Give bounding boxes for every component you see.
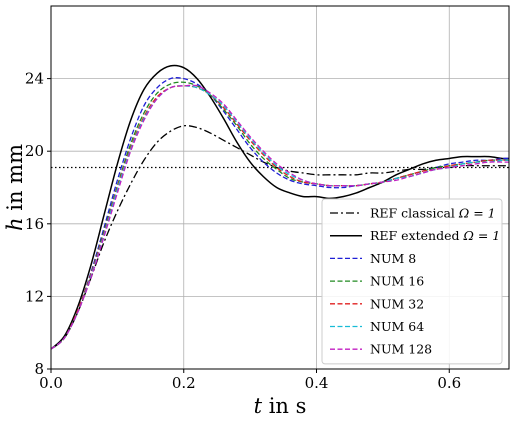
- plot-frame: [50, 5, 510, 370]
- legend-label: NUM 8: [370, 251, 416, 266]
- legend-box: [321, 198, 503, 365]
- series-layer: [50, 64, 510, 350]
- legend-label-text: NUM 8: [370, 251, 416, 266]
- y-tick-label: 20: [25, 142, 44, 160]
- legend-label-text: NUM 64: [370, 319, 424, 334]
- series-line: [50, 84, 509, 350]
- legend-label-text: REF extended: [370, 228, 463, 243]
- axis-ticks: 0.0 0.2 0.4 0.6 8 12 16 20 24: [25, 70, 461, 392]
- legend-label: NUM 32: [370, 296, 424, 311]
- legend-label: NUM 64: [370, 319, 424, 334]
- x-axis-label: t in s: [254, 394, 307, 418]
- series-line: [50, 77, 510, 350]
- y-axis-variable: h: [3, 217, 27, 231]
- legend-label-text: NUM 16: [370, 274, 424, 289]
- legend-label-text: NUM 32: [370, 296, 424, 311]
- legend-label-text: REF classical: [370, 206, 459, 221]
- legend-label-math: Ω = 1: [458, 206, 496, 221]
- y-axis-unit: in mm: [3, 144, 27, 218]
- series-line: [50, 81, 509, 350]
- y-tick-label: 24: [25, 70, 44, 88]
- y-tick-label: 12: [25, 287, 44, 305]
- legend-label-math: Ω = 1: [462, 228, 500, 243]
- series-line: [50, 85, 509, 350]
- series-line: [50, 64, 510, 350]
- legend-label: REF extended Ω = 1: [370, 228, 500, 243]
- x-tick-label: 0.2: [172, 374, 196, 392]
- x-axis-unit: in s: [262, 394, 306, 418]
- x-tick-label: 0.4: [305, 374, 329, 392]
- y-tick-label: 16: [25, 215, 44, 233]
- legend-label: NUM 128: [370, 342, 432, 357]
- x-tick-label: 0.0: [39, 374, 63, 392]
- legend-label: REF classical Ω = 1: [370, 206, 496, 221]
- y-axis-label: h in mm: [3, 144, 27, 231]
- legend-label: NUM 16: [370, 274, 424, 289]
- legend-label-text: NUM 128: [370, 342, 432, 357]
- y-tick-label: 8: [34, 360, 44, 378]
- x-tick-label: 0.6: [437, 374, 461, 392]
- x-axis-variable: t: [254, 394, 263, 418]
